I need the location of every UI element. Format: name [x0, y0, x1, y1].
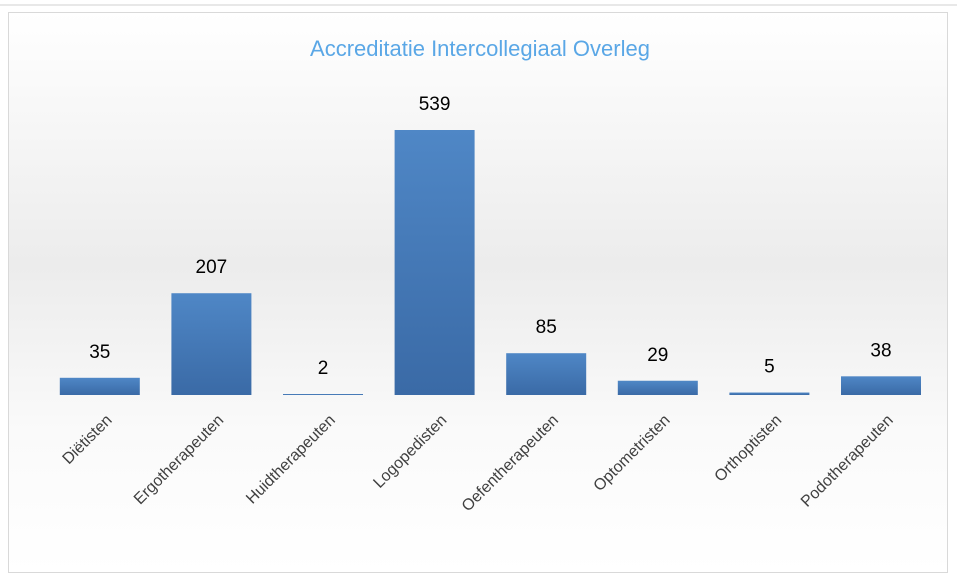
data-label: 207: [196, 257, 228, 278]
chart-title: Accreditatie Intercollegiaal Overleg: [310, 36, 650, 61]
bar: [729, 392, 810, 395]
bar: [59, 377, 140, 395]
data-label: 35: [89, 342, 110, 363]
data-label: 29: [647, 345, 668, 366]
data-label: 539: [419, 94, 451, 115]
bar: [394, 130, 475, 395]
data-label: 85: [536, 317, 557, 338]
data-label: 2: [318, 358, 329, 379]
bar: [841, 376, 921, 395]
bar: [617, 380, 698, 395]
bar: [506, 353, 587, 395]
data-label: 5: [764, 357, 775, 378]
bar: [171, 293, 252, 395]
bar: [283, 394, 363, 395]
data-label: 38: [870, 340, 891, 361]
